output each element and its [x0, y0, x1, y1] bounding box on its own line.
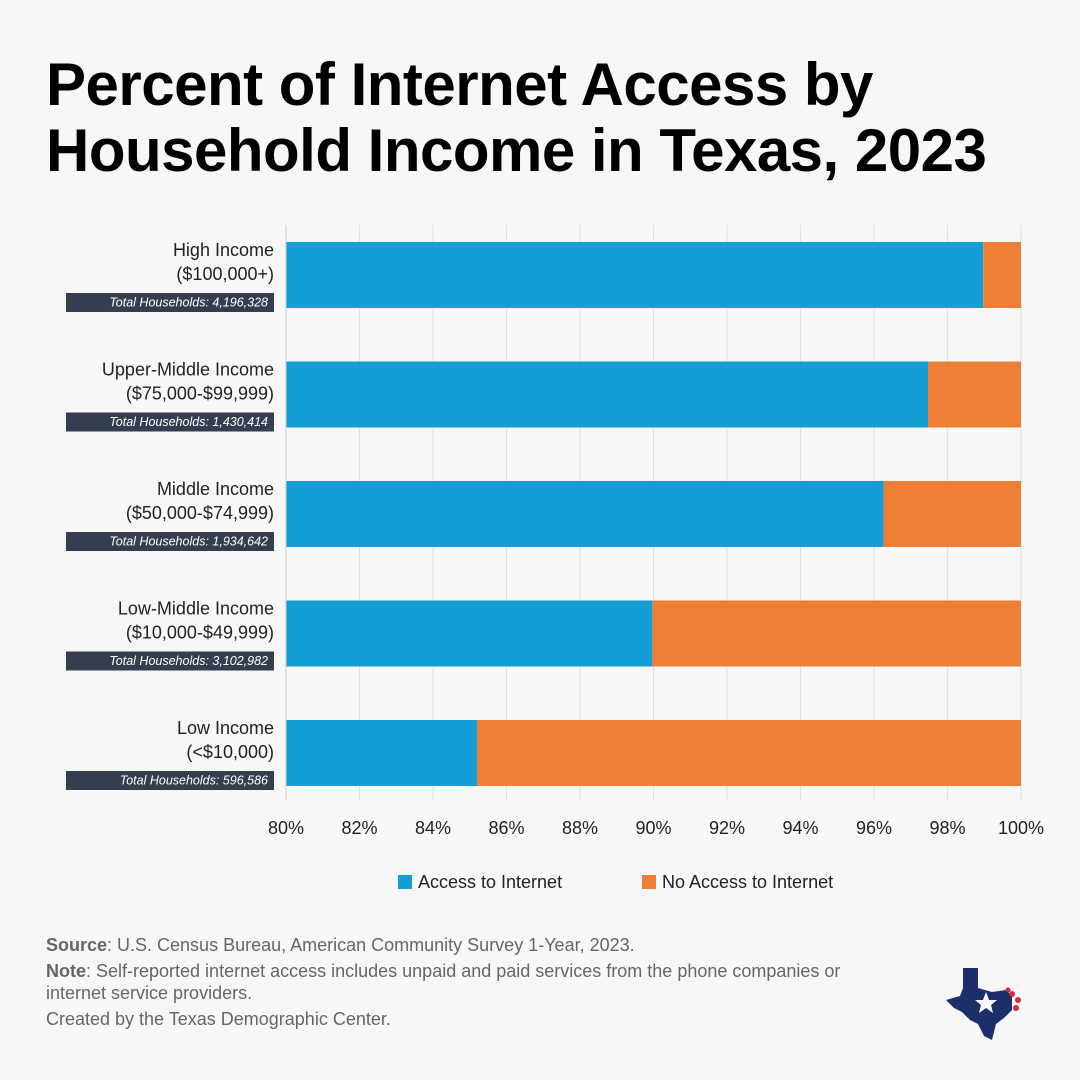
x-tick-label: 96% — [856, 818, 892, 838]
credit: Created by the Texas Demographic Center. — [46, 1009, 391, 1029]
note-label: Note — [46, 961, 86, 981]
x-tick-label: 80% — [268, 818, 304, 838]
bar-segment — [983, 242, 1021, 308]
bar-segment — [652, 600, 1021, 667]
source-label: Source — [46, 935, 108, 955]
bar-segment — [286, 361, 929, 428]
x-tick-label: 82% — [341, 818, 377, 838]
bar-segment — [883, 481, 1021, 547]
total-box — [66, 293, 274, 312]
chart-title: Percent of Internet Access by Household … — [46, 51, 987, 184]
x-tick-label: 98% — [929, 818, 965, 838]
note: Note: Self-reported internet access incl… — [46, 960, 876, 1004]
category-total: Total Households: 1,430,414 — [109, 415, 268, 429]
category-label: Low-Middle Income — [118, 598, 274, 618]
category-label: Upper-Middle Income — [102, 359, 274, 379]
bar-segment — [286, 600, 653, 667]
x-tick-label: 86% — [488, 818, 524, 838]
legend-swatch — [642, 875, 656, 889]
legend-label: No Access to Internet — [662, 872, 833, 892]
source: Source: U.S. Census Bureau, American Com… — [46, 934, 876, 956]
note-text: : Self-reported internet access includes… — [46, 961, 841, 1003]
category-total: Total Households: 4,196,328 — [109, 295, 268, 309]
x-tick-label: 88% — [562, 818, 598, 838]
legend-label: Access to Internet — [418, 872, 562, 892]
category-total: Total Households: 3,102,982 — [109, 654, 268, 668]
x-tick-label: 84% — [415, 818, 451, 838]
category-range: ($75,000-$99,999) — [126, 383, 274, 403]
category-range: ($50,000-$74,999) — [126, 503, 274, 523]
category-total: Total Households: 596,586 — [120, 773, 268, 787]
total-box — [66, 771, 274, 790]
category-total: Total Households: 1,934,642 — [109, 534, 268, 548]
category-label: High Income — [173, 240, 274, 260]
category-label: Middle Income — [157, 479, 274, 499]
x-tick-label: 100% — [998, 818, 1044, 838]
category-range: ($100,000+) — [176, 264, 274, 284]
category-range: (<$10,000) — [186, 742, 274, 762]
total-box — [66, 412, 274, 432]
total-box — [66, 532, 274, 551]
x-tick-label: 92% — [709, 818, 745, 838]
footer: Source: U.S. Census Bureau, American Com… — [46, 934, 876, 1034]
bar-segment — [286, 481, 884, 547]
legend-swatch — [398, 875, 412, 889]
bar-segment — [477, 720, 1022, 786]
category-label: Low Income — [177, 718, 274, 738]
source-text: : U.S. Census Bureau, American Community… — [107, 935, 635, 955]
bar-segment — [286, 720, 478, 786]
x-tick-label: 94% — [782, 818, 818, 838]
bar-segment — [928, 361, 1021, 428]
x-tick-label: 90% — [635, 818, 671, 838]
category-range: ($10,000-$49,999) — [126, 622, 274, 642]
logo — [946, 968, 1021, 1040]
bar-segment — [286, 242, 984, 308]
total-box — [66, 651, 274, 671]
